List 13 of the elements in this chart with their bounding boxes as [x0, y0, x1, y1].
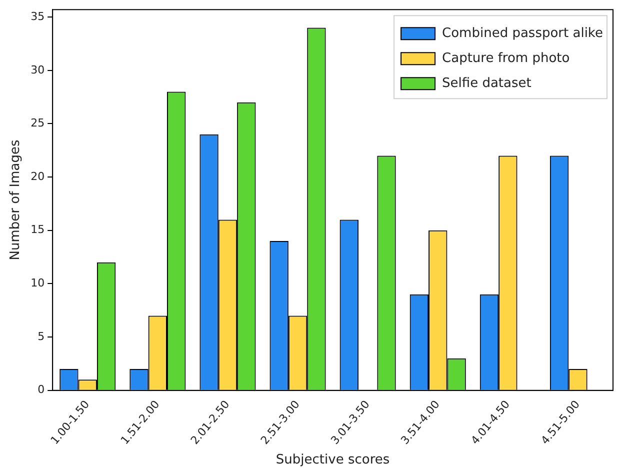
y-tick-label: 10 [30, 276, 45, 290]
legend-label: Capture from photo [442, 50, 570, 66]
y-tick-label: 0 [38, 383, 45, 396]
y-axis-title: Number of Images [8, 140, 24, 260]
y-tick-label: 5 [38, 330, 45, 343]
y-tick-label: 25 [30, 116, 45, 130]
y-tick-label: 30 [30, 63, 45, 76]
y-tick-label: 35 [30, 10, 45, 23]
legend-label: Combined passport alike [442, 26, 604, 41]
y-tick-label: 20 [30, 170, 45, 183]
x-axis-title: Subjective scores [276, 452, 390, 468]
y-tick-label: 15 [30, 223, 45, 236]
legend-label: Selfie dataset [442, 76, 532, 91]
